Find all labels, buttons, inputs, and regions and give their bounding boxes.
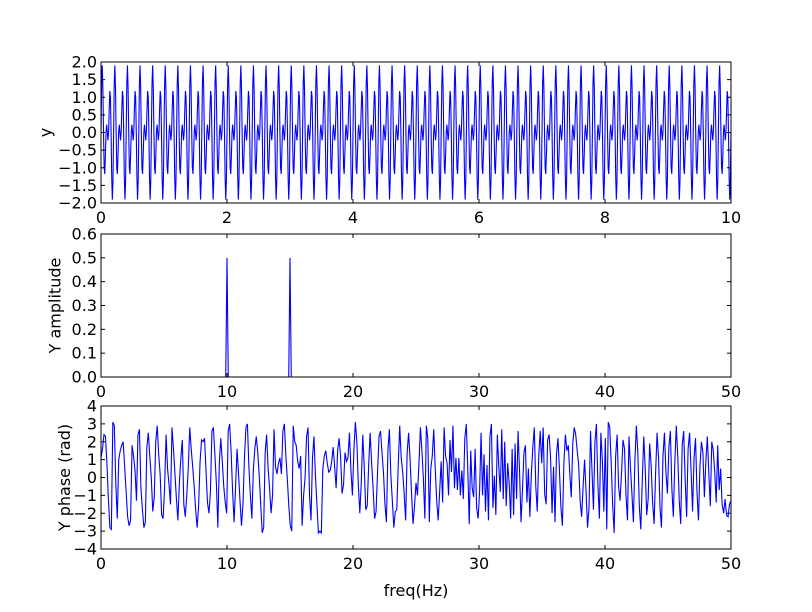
y-tick-label: −2	[73, 504, 97, 523]
y-tick-label: −0.5	[58, 141, 97, 160]
x-tick-label: 0	[96, 554, 106, 573]
y-tick-label: −2.0	[58, 194, 97, 213]
series-line-2	[101, 257, 731, 377]
subplot-2: 0 10 20 30 40 50 0.0 0.1 0.2 0.3 0.4 0.5 0.6 Y amplit…	[46, 225, 742, 402]
x-tick-label: 20	[343, 382, 363, 401]
y-tick-label: −1.0	[58, 158, 97, 177]
y-tick-label: 0.1	[72, 344, 97, 363]
x-tick-label: 30	[469, 382, 489, 401]
y-axis-label: Y phase (rad)	[55, 424, 74, 532]
y-tick-label: 0.0	[72, 123, 97, 142]
y-tick-label: −4	[73, 540, 97, 559]
x-tick-label: 20	[343, 554, 363, 573]
x-tick-label: 10	[721, 208, 741, 227]
y-tick-label: 1	[87, 450, 97, 469]
y-tick-label: 0	[87, 468, 97, 487]
y-axis-label: Y amplitude	[46, 258, 65, 355]
x-tick-label: 40	[595, 554, 615, 573]
x-tick-label: 6	[474, 208, 484, 227]
series-line-3	[101, 421, 731, 535]
x-tick-label: 0	[96, 382, 106, 401]
x-axis-label: freq(Hz)	[384, 581, 449, 600]
x-tick-label: 10	[217, 554, 237, 573]
y-tick-label: 2	[87, 432, 97, 451]
x-tick-label: 10	[217, 382, 237, 401]
y-tick-label: 3	[87, 414, 97, 433]
y-tick-label: 0.3	[72, 296, 97, 315]
y-tick-label: 0.5	[72, 105, 97, 124]
y-tick-label: 1.0	[72, 88, 97, 107]
x-tick-label: 40	[595, 382, 615, 401]
y-tick-label: 2.0	[72, 53, 97, 72]
y-tick-label: −1.5	[58, 176, 97, 195]
y-tick-label: 0.5	[72, 248, 97, 267]
x-tick-label: 2	[222, 208, 232, 227]
x-tick-label: 0	[96, 208, 106, 227]
y-tick-label: 0.2	[72, 320, 97, 339]
x-tick-label: 30	[469, 554, 489, 573]
y-tick-label: 0.6	[72, 225, 97, 244]
subplot-1: 0 2 4 6 8 10 −2.0−1.5−1.0−0.50.00.51.01.52.0 y	[36, 53, 741, 228]
x-tick-label: 8	[600, 208, 610, 227]
y-tick-label: 4	[87, 397, 97, 416]
y-tick-label: 1.5	[72, 70, 97, 89]
x-tick-label: 50	[721, 382, 741, 401]
x-tick-label: 50	[721, 554, 741, 573]
y-axis-label: y	[36, 128, 55, 137]
y-tick-label: 0.0	[72, 368, 97, 387]
x-tick-label: 4	[348, 208, 358, 227]
y-tick-label: 0.4	[72, 272, 97, 291]
y-tick-label: −1	[73, 486, 97, 505]
y-tick-label: −3	[73, 522, 97, 541]
series-line-1	[101, 65, 731, 200]
axes-frame	[100, 233, 732, 378]
